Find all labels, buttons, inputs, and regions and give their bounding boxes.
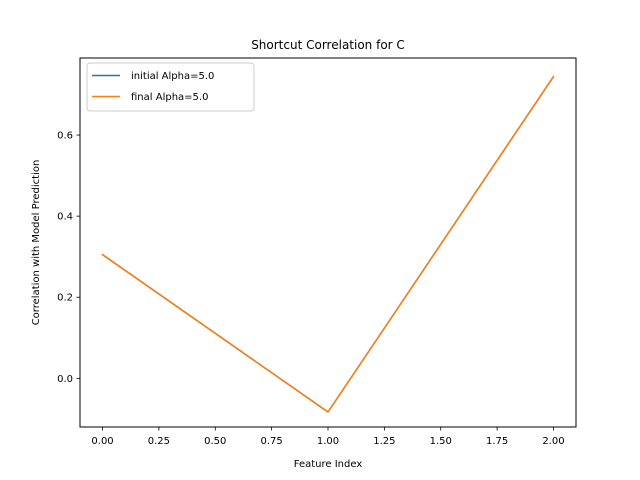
series-line-1 (101, 75, 555, 413)
series-lines (101, 75, 555, 413)
plot-frame (79, 57, 577, 428)
y-tick-label: 0.6 (57, 131, 73, 142)
x-tick-label: 2.00 (542, 436, 564, 447)
x-axis-label: Feature Index (294, 459, 363, 470)
x-tick-label: 1.75 (486, 436, 508, 447)
y-tick-label: 0.0 (57, 374, 73, 385)
chart-title: Shortcut Correlation for C (251, 38, 405, 52)
legend: initial Alpha=5.0 final Alpha=5.0 (86, 62, 255, 112)
y-axis-label: Correlation with Model Prediction (31, 160, 42, 326)
x-tick-label: 1.00 (317, 436, 339, 447)
x-tick-label: 1.50 (430, 436, 452, 447)
legend-label-1: final Alpha=5.0 (131, 92, 208, 103)
axis-ticks: 0.00 0.25 0.50 0.75 1.00 1.25 1.50 1.75 2.00 0.0 0… (57, 131, 564, 447)
y-tick-label: 0.4 (57, 212, 73, 223)
x-tick-label: 0.75 (261, 436, 283, 447)
x-tick-label: 0.25 (148, 436, 170, 447)
x-tick-label: 1.25 (373, 436, 395, 447)
legend-label-0: initial Alpha=5.0 (131, 71, 214, 82)
x-tick-label: 0.50 (204, 436, 226, 447)
x-tick-label: 0.00 (91, 436, 113, 447)
y-tick-label: 0.2 (57, 293, 73, 304)
legend-box (86, 62, 255, 112)
